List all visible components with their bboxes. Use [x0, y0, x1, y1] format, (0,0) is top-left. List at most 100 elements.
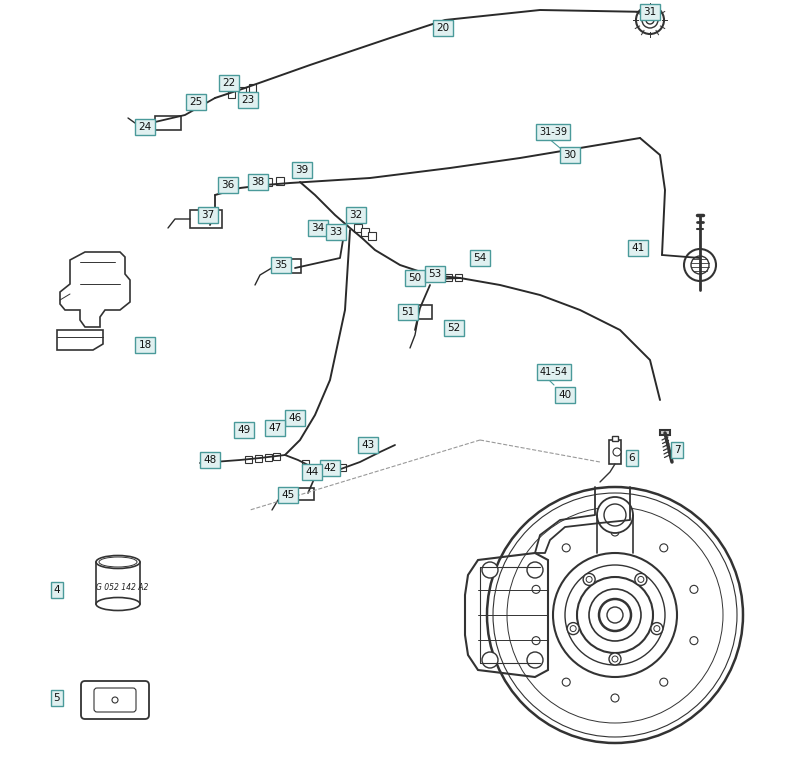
Text: 47: 47	[268, 423, 282, 433]
Bar	[339, 464, 346, 471]
Text: 38: 38	[251, 177, 265, 187]
Text: 51: 51	[402, 307, 414, 317]
Circle shape	[493, 493, 737, 737]
Bar	[302, 459, 309, 467]
Circle shape	[611, 694, 619, 702]
Bar	[612, 436, 618, 441]
Bar	[155, 116, 181, 130]
Circle shape	[691, 256, 709, 274]
Text: 5: 5	[54, 693, 60, 703]
Text: 53: 53	[428, 269, 442, 279]
Text: 25: 25	[190, 97, 202, 107]
Circle shape	[487, 487, 743, 743]
Circle shape	[638, 576, 644, 582]
Circle shape	[609, 653, 621, 665]
Text: 6: 6	[629, 453, 635, 463]
Text: 46: 46	[288, 413, 302, 423]
Text: 42: 42	[323, 463, 337, 473]
Circle shape	[112, 697, 118, 703]
Text: 49: 49	[238, 425, 250, 435]
Bar	[255, 455, 262, 461]
Circle shape	[527, 562, 543, 578]
Circle shape	[635, 573, 647, 585]
Circle shape	[565, 565, 665, 665]
Bar	[264, 178, 272, 186]
Circle shape	[507, 507, 723, 723]
Circle shape	[532, 637, 540, 644]
Circle shape	[646, 16, 654, 24]
Text: G 052 142 A2: G 052 142 A2	[96, 582, 148, 591]
Text: 31-39: 31-39	[539, 127, 567, 137]
Circle shape	[583, 573, 595, 585]
Circle shape	[660, 678, 668, 686]
Bar	[327, 465, 334, 473]
Circle shape	[651, 622, 663, 635]
Text: 7: 7	[674, 445, 680, 455]
Text: 36: 36	[222, 180, 234, 190]
Bar	[455, 273, 462, 281]
Circle shape	[607, 607, 623, 623]
Circle shape	[612, 656, 618, 662]
Circle shape	[589, 589, 641, 641]
Bar	[422, 275, 429, 282]
Bar	[445, 273, 452, 281]
Bar	[368, 232, 376, 240]
Text: 41: 41	[631, 243, 645, 253]
Text: 23: 23	[242, 95, 254, 105]
Text: 50: 50	[409, 273, 422, 283]
Text: 33: 33	[330, 227, 342, 237]
Text: 18: 18	[138, 340, 152, 350]
Circle shape	[586, 576, 592, 582]
Bar	[275, 259, 301, 273]
Circle shape	[532, 585, 540, 594]
Bar	[406, 305, 432, 319]
Circle shape	[642, 12, 658, 28]
Circle shape	[562, 544, 570, 552]
Text: 43: 43	[362, 440, 374, 450]
Bar	[433, 273, 440, 281]
Circle shape	[597, 497, 633, 533]
Text: 44: 44	[306, 467, 318, 477]
Circle shape	[604, 504, 626, 526]
Bar	[249, 84, 256, 92]
Circle shape	[654, 625, 660, 631]
Text: 35: 35	[274, 260, 288, 270]
Circle shape	[527, 652, 543, 668]
Text: 24: 24	[138, 122, 152, 132]
Text: 54: 54	[474, 253, 486, 263]
Text: 37: 37	[202, 210, 214, 220]
Bar	[245, 455, 252, 462]
Bar	[361, 228, 369, 236]
Circle shape	[482, 652, 498, 668]
Text: 52: 52	[447, 323, 461, 333]
Text: 34: 34	[311, 223, 325, 233]
Text: 32: 32	[350, 210, 362, 220]
Circle shape	[690, 585, 698, 594]
Circle shape	[611, 528, 619, 536]
Text: 30: 30	[563, 150, 577, 160]
Text: 31: 31	[643, 7, 657, 17]
Circle shape	[577, 577, 653, 653]
Text: 41-54: 41-54	[540, 367, 568, 377]
Circle shape	[570, 625, 576, 631]
Circle shape	[690, 637, 698, 644]
Circle shape	[613, 448, 621, 456]
Text: 4: 4	[54, 585, 60, 595]
Text: 40: 40	[558, 390, 571, 400]
Bar	[251, 180, 259, 188]
Circle shape	[660, 544, 668, 552]
Bar	[265, 453, 272, 461]
Bar	[354, 224, 362, 232]
Text: 22: 22	[222, 78, 236, 88]
Bar	[228, 90, 235, 98]
Text: 20: 20	[437, 23, 450, 33]
Circle shape	[599, 599, 631, 631]
Bar	[239, 87, 246, 95]
Text: 45: 45	[282, 490, 294, 500]
Circle shape	[562, 678, 570, 686]
Bar	[273, 452, 280, 459]
Circle shape	[636, 6, 664, 34]
Text: 39: 39	[295, 165, 309, 175]
Bar	[276, 177, 284, 185]
Circle shape	[482, 562, 498, 578]
